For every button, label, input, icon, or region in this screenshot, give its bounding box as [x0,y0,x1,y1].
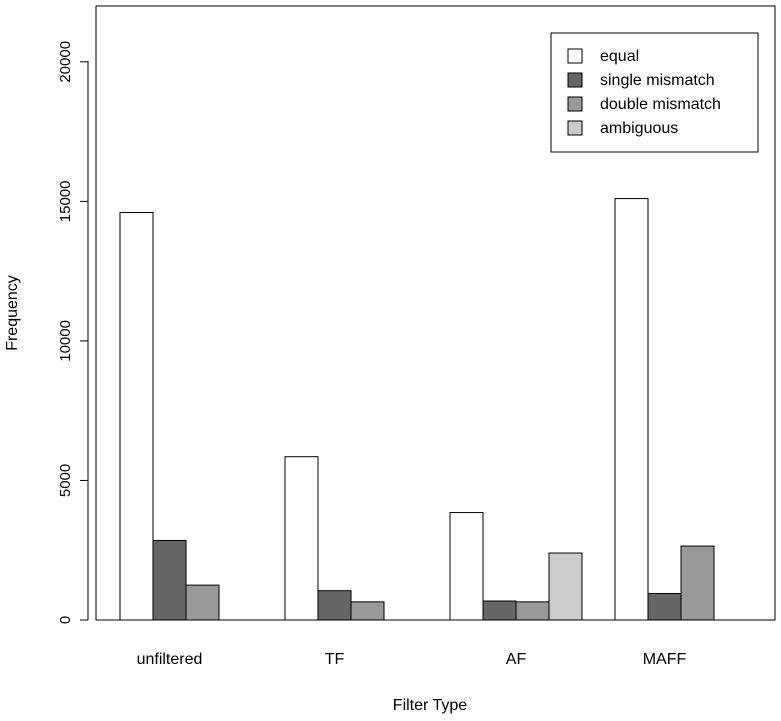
bars-group [119,198,715,621]
y-tick-label: 5000 [57,464,74,497]
y-ticks: 0 5000 10000 15000 20000 [57,41,88,624]
y-axis-label: Frequency [4,275,21,351]
bar-af-double-mismatch [515,601,550,621]
x-tick-label: AF [506,651,527,668]
legend-label: equal [600,48,639,65]
legend-label: double mismatch [600,96,721,113]
y-tick-label: 20000 [57,41,74,83]
x-tick-label: unfiltered [137,651,203,668]
x-tick-label: TF [325,651,345,668]
y-tick-label: 15000 [57,181,74,223]
bar-unfiltered-single-mismatch [152,539,187,621]
x-tick-label: MAFF [643,651,687,668]
bar-tf-equal [284,456,319,621]
legend-swatch [567,72,583,88]
bar-tf-single-mismatch [317,590,352,621]
bar-unfiltered-equal [119,212,154,621]
plot-frame [95,5,776,621]
bar-maff-single-mismatch [647,592,682,621]
legend-box [550,32,759,153]
bar-maff-equal [614,198,649,621]
bar-af-equal [449,512,484,621]
bar-tf-double-mismatch [350,601,385,621]
legend-swatch [567,96,583,112]
legend-label: single mismatch [600,72,715,89]
x-axis-label: Filter Type [393,697,468,714]
legend-label: ambiguous [600,120,678,137]
legend-swatch [567,48,583,64]
bar-maff-double-mismatch [680,545,715,621]
x-tick-labels: unfiltered TF AF MAFF [137,651,687,668]
bar-unfiltered-double-mismatch [185,584,220,621]
bar-af-ambiguous [548,552,583,621]
bar-af-single-mismatch [482,600,517,621]
legend-swatch [567,120,583,136]
y-tick-label: 10000 [57,320,74,362]
legend: equal single mismatch double mismatch ambig… [550,32,759,153]
y-tick-label: 0 [57,616,74,624]
